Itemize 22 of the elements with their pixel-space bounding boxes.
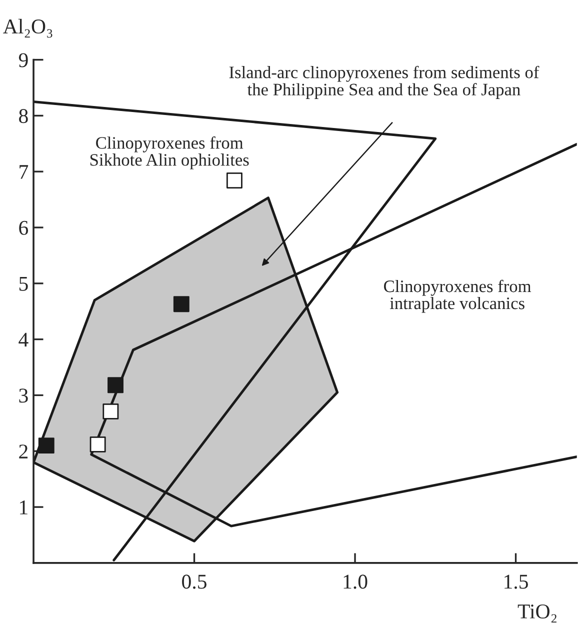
annotation: Clinopyroxenes from intraplate volcanics xyxy=(384,280,532,313)
y-tick-label: 1 xyxy=(20,500,28,514)
y-tick-label: 4 xyxy=(18,332,28,347)
annotation: Island-arc clinopyroxenes from sediments of the Philippine Sea and the Sea of Japan xyxy=(229,66,540,99)
point xyxy=(102,403,119,420)
annotation: Clinopyroxenes from Sikhote Alin ophiolites xyxy=(90,136,249,170)
x-tick-label: 0.5 xyxy=(182,574,206,589)
y-tick-label: 3 xyxy=(19,388,28,403)
y-tick-label: 7 xyxy=(20,165,28,179)
y-tick-label: 8 xyxy=(19,109,28,124)
x-axis-title: TiO₂ xyxy=(518,604,556,623)
y-tick-label: 5 xyxy=(19,276,28,291)
x-tick-label: 1.5 xyxy=(504,574,528,589)
point xyxy=(173,296,190,312)
point xyxy=(38,438,54,454)
y-tick-label: 6 xyxy=(19,220,28,235)
x-tick-label: 1.0 xyxy=(344,574,368,589)
y-axis-title: Al₂O₃ xyxy=(3,18,52,38)
point xyxy=(108,377,124,394)
point xyxy=(90,436,106,452)
y-tick-label: 2 xyxy=(19,444,28,458)
y-tick-label: 9 xyxy=(18,53,28,68)
